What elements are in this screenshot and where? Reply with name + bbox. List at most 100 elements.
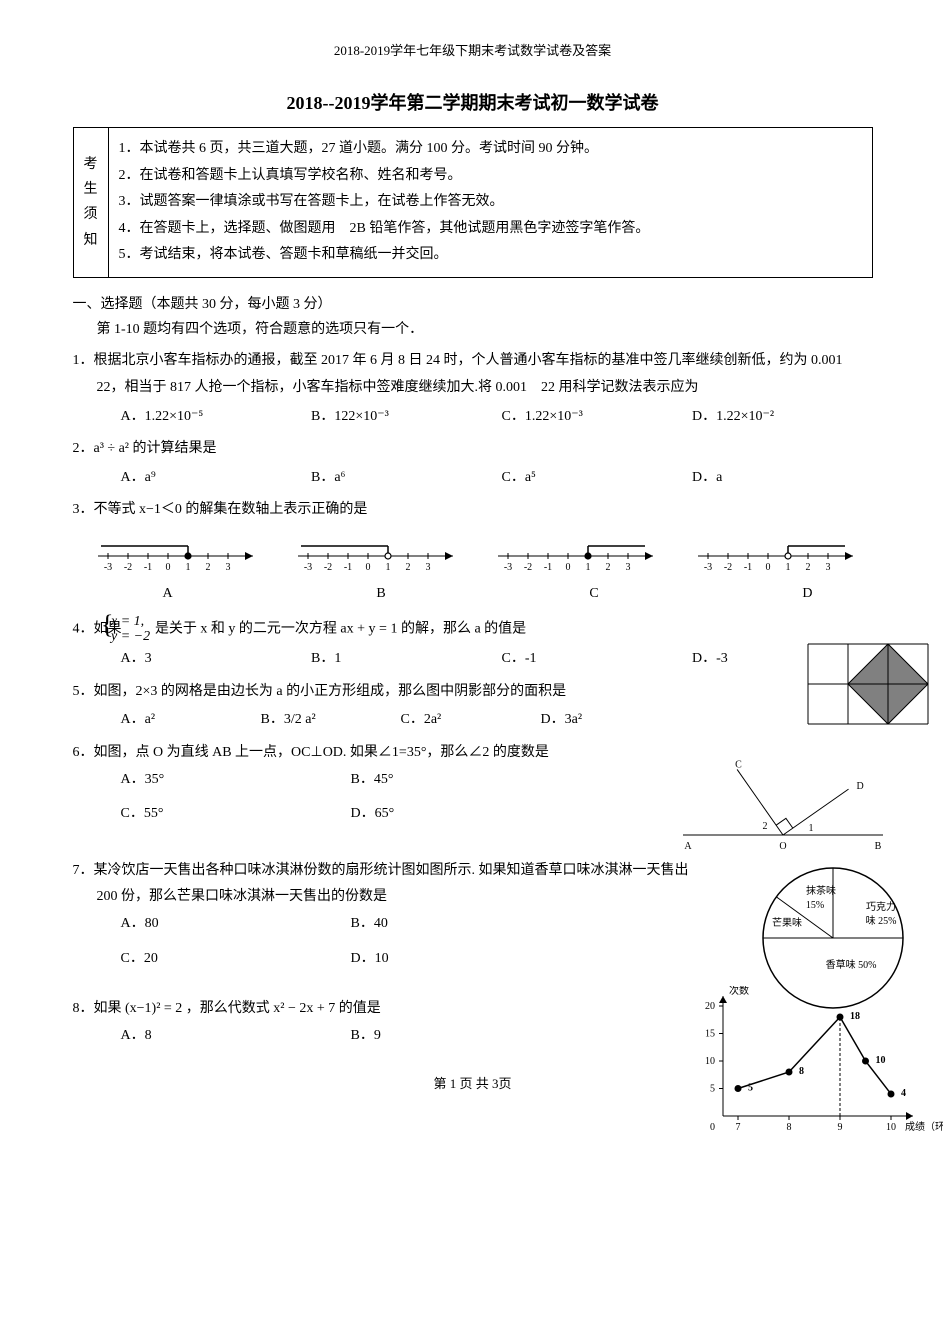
- svg-text:次数: 次数: [729, 986, 749, 997]
- q7-opt-a: A．80: [121, 911, 341, 938]
- q4-options: A．3 B．1 C．-1 D．-3: [73, 646, 873, 673]
- question-4: 4．如果 { x = 1, y = −2 是关于 x 和 y 的二元一次方程 a…: [73, 614, 873, 673]
- q7-opt-b: B．40: [351, 911, 571, 938]
- svg-text:1: 1: [185, 562, 190, 573]
- q3-text: 3．不等式 x−1＜0 的解集在数轴上表示正确的是: [73, 497, 873, 524]
- question-8: 7891051015205818104次数成绩（环）0 8．如果 (x−1)² …: [73, 996, 873, 1049]
- svg-text:0: 0: [365, 562, 370, 573]
- svg-text:15: 15: [705, 1029, 715, 1040]
- notice-label: 考 生 须 知: [74, 128, 109, 277]
- q3-letter: D: [802, 581, 812, 608]
- q4-opt-a: A．3: [121, 646, 302, 673]
- notice-item: 1．本试卷共 6 页，共三道大题，27 道小题。满分 100 分。考试时间 90…: [119, 136, 862, 163]
- q2-options: A．a⁹ B．a⁶ C．a⁵ D．a: [73, 465, 873, 492]
- question-6: ABODC12 6．如图，点 O 为直线 AB 上一点，OC⊥OD. 如果∠1=…: [73, 740, 873, 828]
- q2-opt-d: D．a: [692, 465, 873, 492]
- svg-text:芒果味: 芒果味: [772, 916, 802, 929]
- svg-text:18: 18: [850, 1011, 860, 1022]
- svg-text:巧克力: 巧克力: [866, 900, 896, 913]
- svg-text:1: 1: [585, 562, 590, 573]
- svg-text:-3: -3: [503, 562, 511, 573]
- notice-item: 5．考试结束，将本试卷、答题卡和草稿纸一并交回。: [119, 242, 862, 269]
- svg-text:2: 2: [762, 821, 767, 832]
- q1-opt-b: B．122×10⁻³: [311, 404, 492, 431]
- numberline-c: -3 -2 -1 0 1 2 3: [493, 534, 663, 579]
- svg-text:2: 2: [605, 562, 610, 573]
- svg-text:1: 1: [385, 562, 390, 573]
- svg-text:3: 3: [225, 562, 230, 573]
- q3-letter: C: [589, 581, 598, 608]
- page: 2018-2019学年七年级下期末考试数学试卷及答案 2018--2019学年第…: [73, 40, 873, 1092]
- q1-text: 1．根据北京小客车指标办的通报，截至 2017 年 6 月 8 日 24 时，个…: [73, 348, 873, 401]
- notice-item: 2．在试卷和答题卡上认真填写学校名称、姓名和考号。: [119, 163, 862, 190]
- svg-text:3: 3: [625, 562, 630, 573]
- numberline-d: -3-2-10123: [693, 534, 863, 579]
- q8-opt-b: B．9: [351, 1023, 571, 1050]
- notice-item: 3．试题答案一律填涂或书写在答题卡上，在试卷上作答无效。: [119, 189, 862, 216]
- exam-title: 2018--2019学年第二学期期末考试初一数学试卷: [73, 89, 873, 115]
- svg-text:C: C: [735, 760, 742, 771]
- q1-opt-d: D．1.22×10⁻²: [692, 404, 873, 431]
- svg-text:味 25%: 味 25%: [865, 915, 896, 927]
- q1-opt-c: C．1.22×10⁻³: [502, 404, 683, 431]
- q4-opt-c: C．-1: [502, 646, 683, 673]
- svg-text:-3: -3: [103, 562, 111, 573]
- svg-text:10: 10: [875, 1055, 885, 1066]
- svg-text:香草味 50%: 香草味 50%: [825, 959, 876, 971]
- svg-text:-1: -1: [143, 562, 151, 573]
- numberline-a: -3-2-10123: [93, 534, 263, 579]
- svg-text:8: 8: [799, 1066, 804, 1077]
- svg-text:-3: -3: [303, 562, 311, 573]
- svg-text:抹茶味: 抹茶味: [806, 884, 836, 897]
- svg-text:5: 5: [710, 1084, 715, 1095]
- svg-text:3: 3: [425, 562, 430, 573]
- q6-opt-d: D．65°: [351, 801, 571, 828]
- svg-text:-3: -3: [703, 562, 711, 573]
- svg-text:8: 8: [786, 1122, 791, 1133]
- q5-opt-b: B．3/2 a²: [261, 707, 391, 734]
- svg-text:-1: -1: [343, 562, 351, 573]
- notice-item: 4．在答题卡上，选择题、做图题用 2B 铅笔作答，其他试题用黑色字迹签字笔作答。: [119, 216, 862, 243]
- section-subheading: 第 1-10 题均有四个选项，符合题意的选项只有一个．: [73, 317, 873, 342]
- svg-text:2: 2: [205, 562, 210, 573]
- q3-letters: A B C D: [163, 581, 813, 608]
- svg-text:-2: -2: [523, 562, 531, 573]
- svg-text:3: 3: [825, 562, 830, 573]
- question-2: 2．a³ ÷ a² 的计算结果是 A．a⁹ B．a⁶ C．a⁵ D．a: [73, 436, 873, 491]
- q4-text: 4．如果 { x = 1, y = −2 是关于 x 和 y 的二元一次方程 a…: [73, 614, 873, 645]
- q5-options: A．a² B．3/2 a² C．2a² D．3a²: [73, 707, 873, 734]
- svg-text:20: 20: [705, 1001, 715, 1012]
- svg-text:0: 0: [565, 562, 570, 573]
- q5-opt-c: C．2a²: [401, 707, 531, 734]
- svg-text:1: 1: [785, 562, 790, 573]
- q6-opt-c: C．55°: [121, 801, 341, 828]
- q4-sys-top: x = 1,: [135, 614, 151, 629]
- notice-box: 考 生 须 知 1．本试卷共 6 页，共三道大题，27 道小题。满分 100 分…: [73, 127, 873, 278]
- notice-content: 1．本试卷共 6 页，共三道大题，27 道小题。满分 100 分。考试时间 90…: [109, 128, 872, 277]
- question-3: 3．不等式 x−1＜0 的解集在数轴上表示正确的是 -3 -2 -1 0 1 2 3 -3 -…: [73, 497, 873, 607]
- q7-opt-c: C．20: [121, 946, 341, 973]
- svg-text:成绩（环）: 成绩（环）: [905, 1120, 943, 1133]
- svg-text:A: A: [684, 841, 692, 852]
- section-heading: 一、选择题（本题共 30 分，每小题 3 分）: [73, 292, 873, 317]
- q5-opt-a: A．a²: [121, 707, 251, 734]
- svg-text:10: 10: [705, 1056, 715, 1067]
- svg-text:-1: -1: [743, 562, 751, 573]
- q3-letter: B: [376, 581, 385, 608]
- notice-label-char: 须: [84, 202, 98, 227]
- q1-opt-a: A．1.22×10⁻⁵: [121, 404, 302, 431]
- q6-opt-a: A．35°: [121, 767, 341, 794]
- svg-text:0: 0: [165, 562, 170, 573]
- q2-text: 2．a³ ÷ a² 的计算结果是: [73, 436, 873, 463]
- doc-top-header: 2018-2019学年七年级下期末考试数学试卷及答案: [73, 40, 873, 59]
- svg-text:5: 5: [748, 1083, 753, 1094]
- q2-opt-b: B．a⁶: [311, 465, 492, 492]
- q2-opt-a: A．a⁹: [121, 465, 302, 492]
- q1-options: A．1.22×10⁻⁵ B．122×10⁻³ C．1.22×10⁻³ D．1.2…: [73, 404, 873, 431]
- q8-line-chart: 7891051015205818104次数成绩（环）0: [683, 986, 943, 1146]
- q7-opt-d: D．10: [351, 946, 571, 973]
- svg-text:15%: 15%: [805, 900, 823, 911]
- svg-text:-2: -2: [323, 562, 331, 573]
- svg-text:7: 7: [735, 1122, 740, 1133]
- svg-text:-1: -1: [543, 562, 551, 573]
